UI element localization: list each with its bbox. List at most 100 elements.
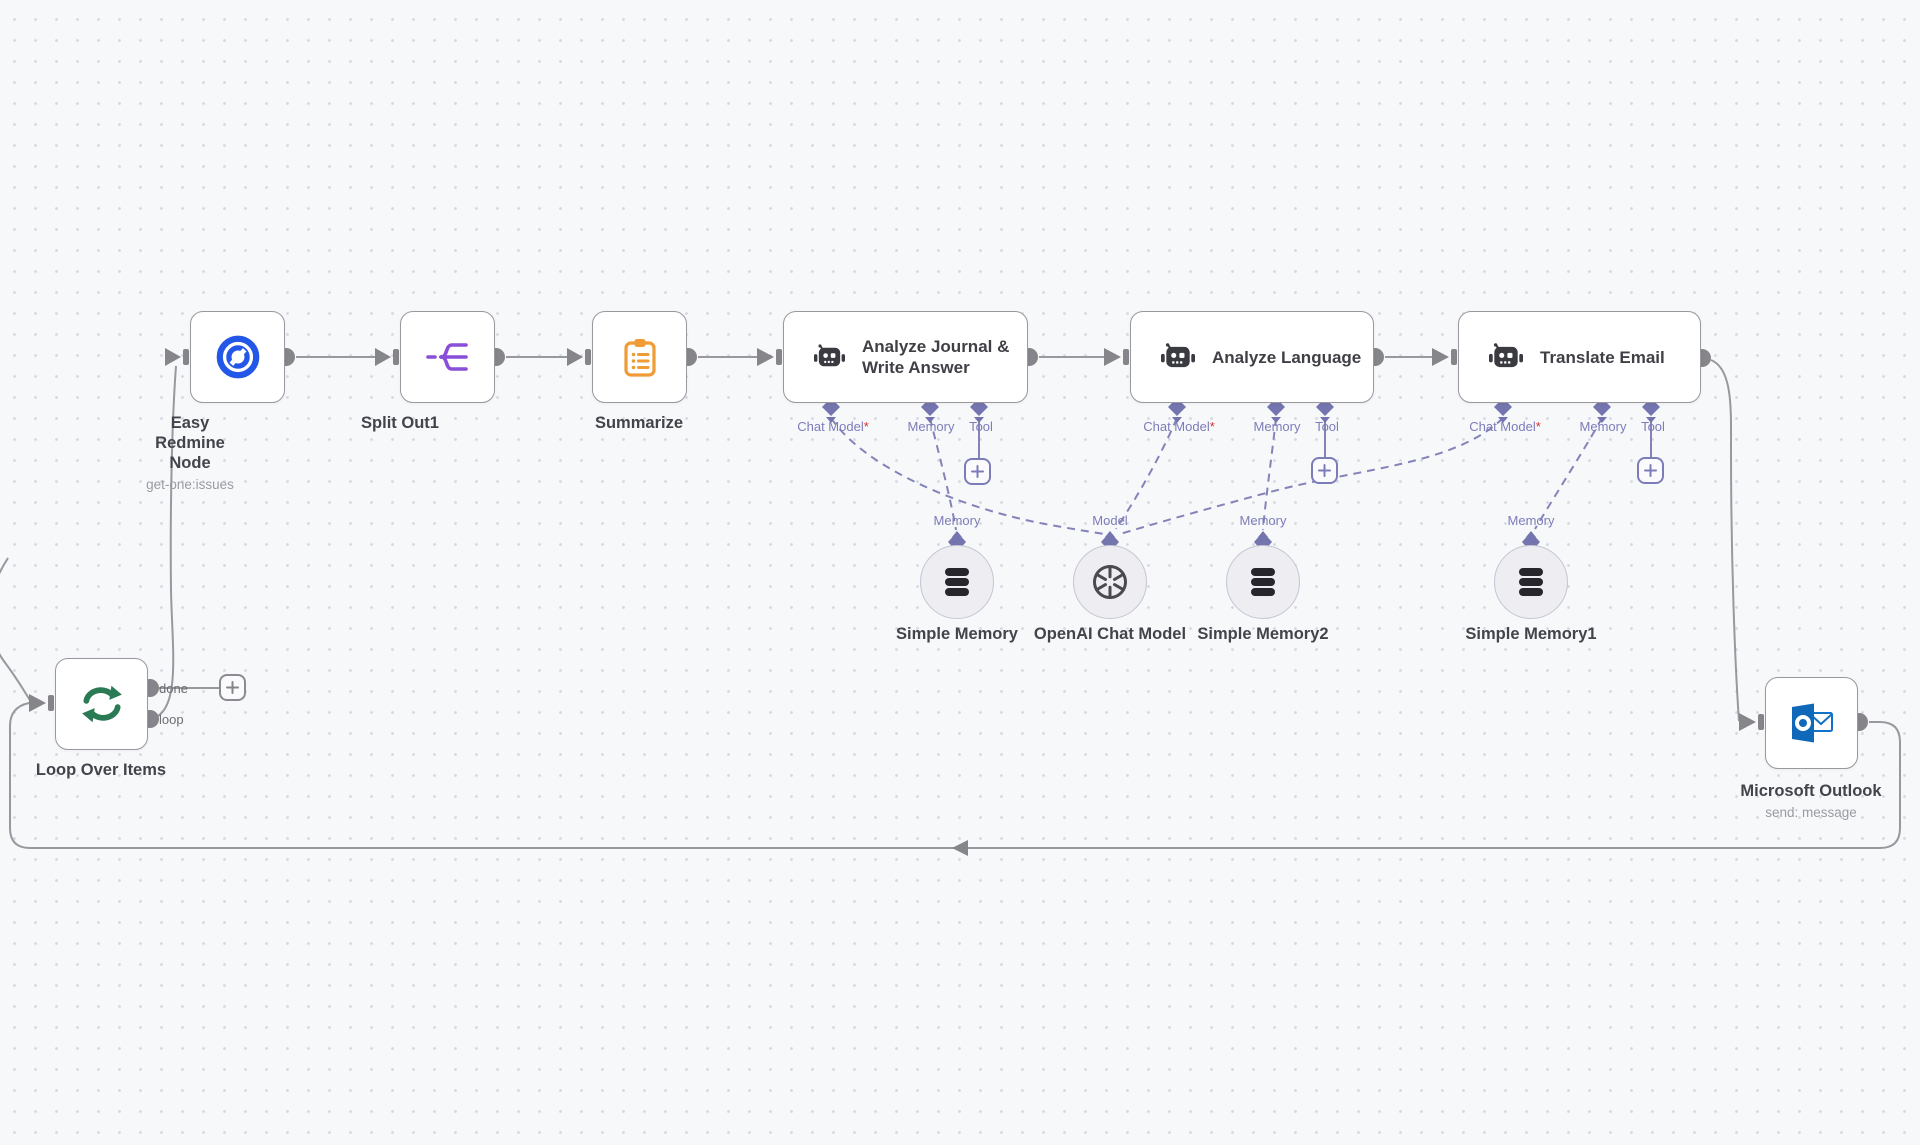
edge-loop-to-easyredmine[interactable] xyxy=(149,365,177,720)
port-label-text: Chat Model xyxy=(1469,419,1536,434)
input-arrow-analyzelanguage[interactable] xyxy=(1104,348,1121,366)
node-title: Analyze Journal & Write Answer xyxy=(862,337,1010,377)
node-title: Translate Email xyxy=(1540,347,1665,367)
port-label-tool: Tool xyxy=(969,419,993,434)
required-marker: * xyxy=(863,419,869,434)
node-simple-memory1[interactable] xyxy=(1494,545,1568,619)
robot-icon xyxy=(814,344,845,367)
output-label-done: done xyxy=(159,681,188,696)
node-title: Summarize xyxy=(594,414,684,432)
edge-analyzejournal-memory-to-simplememory[interactable] xyxy=(929,417,957,531)
node-label-simple-memory2: Simple Memory2 xyxy=(1163,624,1363,644)
edge-analyzelanguage-chatmodel-to-openai[interactable] xyxy=(1115,417,1178,530)
input-arrow-outlook[interactable] xyxy=(1739,713,1756,731)
node-split-out1[interactable] xyxy=(400,311,495,403)
node-translate-email[interactable]: Translate Email xyxy=(1458,311,1701,403)
database-icon xyxy=(945,568,969,596)
input-arrow-summarize[interactable] xyxy=(567,348,583,366)
port-label-memory: Memory xyxy=(1239,513,1287,528)
plus-icon xyxy=(226,681,239,694)
node-title: Analyze Language xyxy=(1212,347,1362,367)
port-label-memory: Memory xyxy=(907,419,955,434)
port-stem xyxy=(1271,417,1281,423)
input-arrow-splitout[interactable] xyxy=(375,348,391,366)
add-node-button-done[interactable] xyxy=(219,674,246,701)
node-analyze-language[interactable]: Analyze Language xyxy=(1130,311,1374,403)
port-label-chat-model: Chat Model* xyxy=(797,419,869,434)
port-stem xyxy=(1172,417,1182,423)
port-label-text: Chat Model xyxy=(1143,419,1210,434)
summarize-icon xyxy=(623,338,656,377)
edge-outlook-feedback-to-loop[interactable] xyxy=(9,701,1901,849)
node-title: Loop Over Items xyxy=(35,761,167,779)
input-bar-analyzejournal[interactable] xyxy=(776,349,782,365)
port-stem xyxy=(925,417,935,423)
input-arrow-translateemail[interactable] xyxy=(1432,348,1449,366)
database-icon xyxy=(1519,568,1543,596)
input-bar-analyzelanguage[interactable] xyxy=(1123,349,1129,365)
node-title: OpenAI Chat Model xyxy=(1033,625,1187,643)
node-label-summarize: Summarize xyxy=(586,413,692,433)
node-label-easy-redmine: Easy Redmine Node get-one:issues xyxy=(137,413,243,492)
port-stem xyxy=(974,417,984,423)
port-label-chat-model: Chat Model* xyxy=(1143,419,1215,434)
database-icon xyxy=(1251,568,1275,596)
node-loop-over-items[interactable] xyxy=(55,658,148,750)
port-label-memory: Memory xyxy=(1507,513,1555,528)
node-label-loop-over-items: Loop Over Items xyxy=(1,760,201,780)
port-stem xyxy=(1646,417,1656,423)
plus-icon xyxy=(971,465,984,478)
split-out-icon xyxy=(425,343,468,371)
input-bar-translateemail[interactable] xyxy=(1451,349,1457,365)
add-tool-button-analyzelanguage[interactable] xyxy=(1311,457,1338,484)
required-marker: * xyxy=(1209,419,1215,434)
port-label-tool: Tool xyxy=(1641,419,1665,434)
node-analyze-journal[interactable]: Analyze Journal & Write Answer xyxy=(783,311,1028,403)
node-simple-memory2[interactable] xyxy=(1226,545,1300,619)
input-arrow-analyzejournal[interactable] xyxy=(757,348,774,366)
node-title: Split Out1 xyxy=(361,414,439,432)
edge-direction-arrow xyxy=(952,840,968,856)
node-openai-chat-model[interactable] xyxy=(1073,545,1147,619)
input-bar-splitout[interactable] xyxy=(393,349,399,365)
port-label-memory: Memory xyxy=(1579,419,1627,434)
robot-icon xyxy=(1161,343,1195,368)
node-summarize[interactable] xyxy=(592,311,687,403)
output-ports xyxy=(141,348,1868,731)
port-label-chat-model: Chat Model* xyxy=(1469,419,1541,434)
plus-icon xyxy=(1318,464,1331,477)
node-easy-redmine[interactable] xyxy=(190,311,285,403)
add-tool-button-translateemail[interactable] xyxy=(1637,457,1664,484)
input-bar-easyredmine[interactable] xyxy=(183,349,189,365)
node-label-simple-memory1: Simple Memory1 xyxy=(1431,624,1631,644)
node-subtitle: send: message xyxy=(1765,805,1857,820)
port-stem xyxy=(1258,531,1268,537)
robot-icon xyxy=(1489,343,1523,368)
port-label-model: Model xyxy=(1092,513,1128,528)
input-bar-outlook[interactable] xyxy=(1758,714,1764,730)
edge-entry-to-loop[interactable] xyxy=(0,557,32,703)
edge-translateemail-memory-to-simplememory1[interactable] xyxy=(1534,417,1603,530)
port-stem xyxy=(826,417,836,423)
output-label-loop: loop xyxy=(159,712,184,727)
input-bar-summarize[interactable] xyxy=(585,349,591,365)
input-bar-loop[interactable] xyxy=(48,695,54,711)
input-arrow-loop[interactable] xyxy=(29,694,46,712)
port-stem xyxy=(1498,417,1508,423)
node-microsoft-outlook[interactable] xyxy=(1765,677,1858,769)
node-label-split-out1: Split Out1 xyxy=(347,413,453,433)
port-stem xyxy=(952,531,962,537)
node-label-openai-chat-model: OpenAI Chat Model xyxy=(1010,624,1210,644)
edge-analyzelanguage-memory-to-simplememory2[interactable] xyxy=(1262,417,1277,531)
node-simple-memory[interactable] xyxy=(920,545,994,619)
node-label-microsoft-outlook: Microsoft Outlook send: message xyxy=(1711,781,1911,820)
add-tool-button-analyzejournal[interactable] xyxy=(964,458,991,485)
node-title: Simple Memory xyxy=(896,625,1018,643)
input-arrow-easyredmine[interactable] xyxy=(165,348,181,366)
node-label-simple-memory: Simple Memory xyxy=(857,624,1057,644)
node-subtitle: get-one:issues xyxy=(146,477,234,492)
edge-translateemail-to-outlook[interactable] xyxy=(1710,359,1740,722)
node-title: Simple Memory2 xyxy=(1197,625,1329,643)
loop-icon xyxy=(81,685,122,723)
